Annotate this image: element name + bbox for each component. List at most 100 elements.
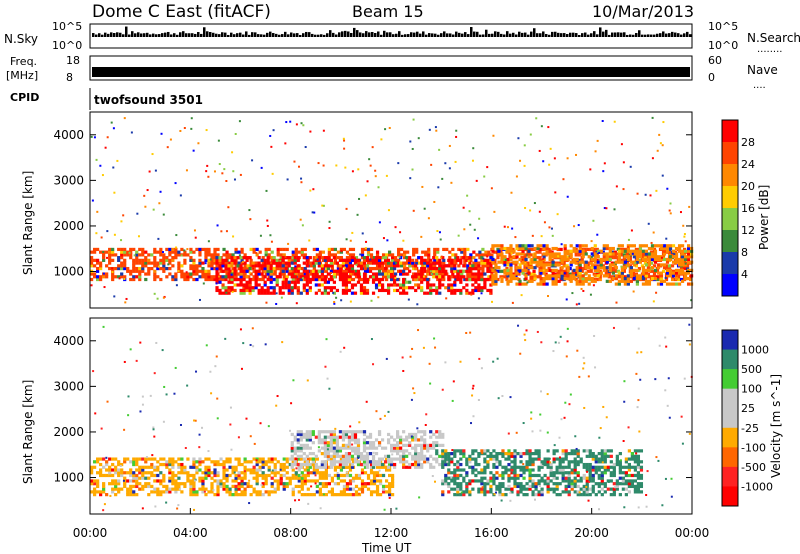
data-cell [183,484,187,489]
data-cell [290,280,294,284]
nsky-bar [164,32,167,37]
data-cell [231,151,234,154]
data-cell [90,277,94,282]
data-cell [377,258,382,262]
data-cell [565,256,569,260]
data-cell [223,168,226,171]
data-cell [570,449,574,453]
data-cell [213,479,217,483]
data-cell [108,261,112,265]
data-cell [389,283,394,287]
data-cell [275,258,279,262]
data-cell [296,269,300,273]
data-cell [447,277,451,282]
data-cell [361,232,364,235]
data-cell [474,258,478,262]
data-cell [571,272,575,276]
data-cell [589,293,592,296]
data-cell [362,264,367,268]
data-cell [329,454,333,458]
data-cell [243,493,247,497]
data-cell [362,277,367,282]
data-cell [180,471,184,475]
data-cell [659,142,662,145]
data-cell [129,468,133,472]
data-cell [215,264,219,268]
data-cell [438,269,442,273]
data-cell [465,256,469,260]
data-cell [356,460,361,464]
data-cell [496,277,500,282]
data-cell [393,457,397,461]
colorbar-tick-label: 8 [741,246,748,259]
data-cell [266,256,270,260]
data-cell [680,271,685,275]
data-cell [295,265,298,268]
data-cell [454,258,458,262]
data-cell [638,277,643,281]
data-cell [317,258,321,262]
data-cell [234,275,238,279]
data-cell [100,236,103,239]
data-cell [542,269,545,272]
data-cell [350,264,355,268]
data-cell [453,479,457,483]
data-cell [156,275,160,279]
data-cell [600,476,604,480]
data-cell [276,484,280,489]
data-cell [494,263,498,267]
data-cell [594,150,597,153]
data-cell [135,253,139,257]
data-cell [629,274,633,278]
data-cell [469,258,473,262]
data-cell [610,269,614,273]
data-cell [523,144,526,147]
data-cell [387,264,392,268]
data-cell [195,269,199,273]
nsky-bar [341,31,344,37]
data-cell [369,471,374,475]
data-cell [347,430,352,434]
data-cell [353,438,358,442]
data-cell [435,288,439,293]
data-cell [586,269,590,273]
data-cell [391,264,395,268]
data-cell [269,134,272,137]
data-cell [575,257,579,262]
data-cell [135,258,139,262]
data-cell [590,246,594,251]
data-cell [556,247,560,252]
data-cell [656,257,661,262]
data-cell [447,482,451,486]
data-cell [423,277,427,282]
data-cell [414,452,418,456]
data-cell [493,210,496,213]
data-cell [96,266,100,271]
data-cell [354,256,359,260]
data-cell [117,258,121,262]
data-cell [613,269,617,273]
data-cell [279,462,283,467]
data-cell [344,258,349,262]
data-cell [438,266,442,271]
data-cell [611,277,615,281]
data-cell [189,266,193,271]
data-cell [306,261,310,265]
data-cell [509,263,513,267]
data-cell [435,430,439,434]
data-cell [551,246,555,251]
data-cell [225,479,229,483]
data-cell [417,269,421,273]
data-cell [384,264,389,268]
data-cell [186,476,190,480]
data-cell [347,264,352,268]
data-cell [495,452,499,456]
data-cell [603,457,607,461]
data-cell [661,244,664,247]
data-cell [620,268,624,272]
data-cell [243,482,247,486]
data-cell [469,275,473,279]
data-cell [557,255,561,259]
data-cell [680,268,685,272]
